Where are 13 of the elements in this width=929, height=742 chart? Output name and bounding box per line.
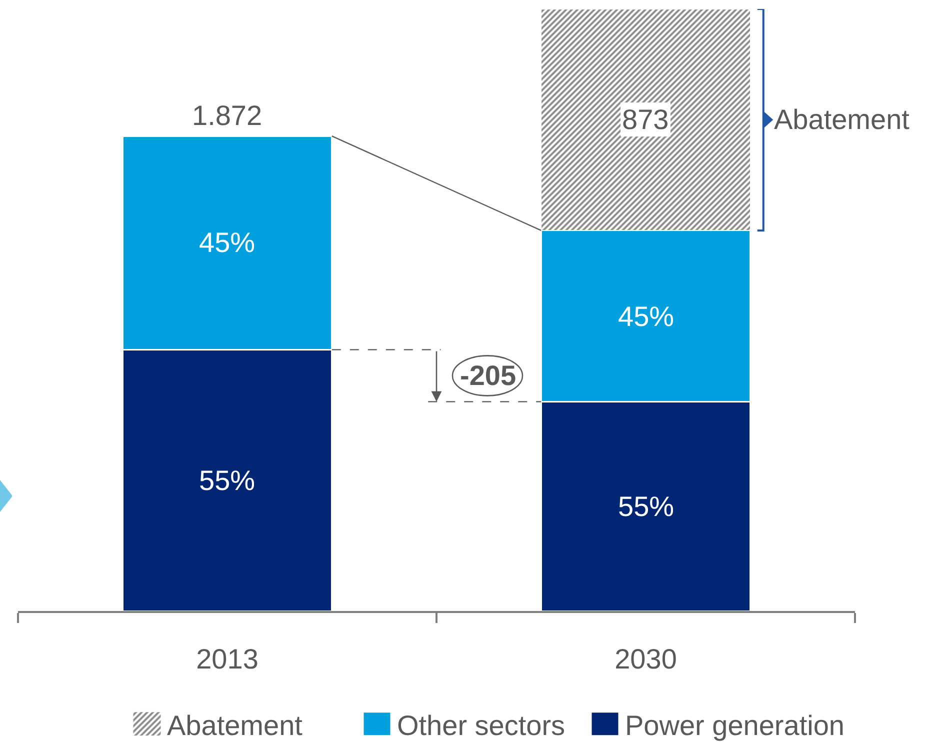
annotation: -205 (460, 360, 516, 391)
legend-label: Abatement (167, 710, 303, 741)
annotation: 45% (618, 301, 674, 332)
data-label: 873 (622, 104, 669, 135)
legend-label: Power generation (625, 710, 844, 741)
x-tick-label: 2030 (614, 643, 677, 674)
annotation: 45% (199, 227, 256, 258)
annotation: 55% (618, 491, 674, 522)
annotation: Abatement (774, 104, 910, 135)
x-tick-label: 2013 (196, 643, 258, 674)
annotation: 55% (199, 465, 256, 496)
total-label: 1.872 (192, 100, 262, 131)
legend-label: Other sectors (397, 710, 566, 741)
